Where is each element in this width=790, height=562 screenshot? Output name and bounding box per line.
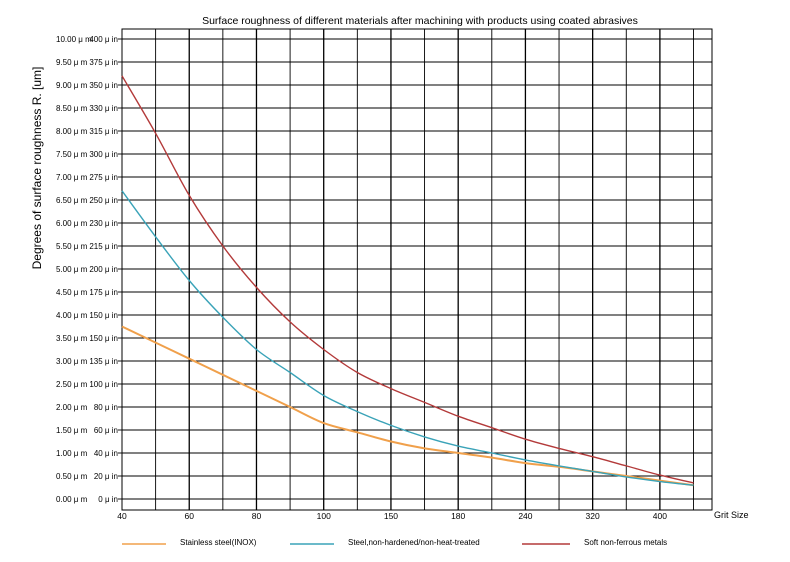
y-tick-label-um: 7.50 μ m bbox=[56, 150, 88, 159]
x-tick-label: 80 bbox=[252, 511, 262, 521]
y-tick-label-um: 1.00 μ m bbox=[56, 449, 88, 458]
y-tick-label-um: 2.00 μ m bbox=[56, 403, 88, 412]
y-tick-label-um: 9.50 μ m bbox=[56, 58, 88, 67]
y-tick-label-um: 8.50 μ m bbox=[56, 104, 88, 113]
y-tick-label-um: 2.50 μ m bbox=[56, 380, 88, 389]
y-tick-label-um: 0.50 μ m bbox=[56, 472, 88, 481]
legend-label: Stainless steel(INOX) bbox=[180, 538, 257, 547]
y-tick-label-uin: 400 μ in bbox=[89, 35, 118, 44]
y-tick-label-um: 6.50 μ m bbox=[56, 196, 88, 205]
y-tick-label-um: 4.00 μ m bbox=[56, 311, 88, 320]
y-tick-label-uin: 200 μ in bbox=[89, 265, 118, 274]
x-tick-labels: 40 60 80 100 150 180 240 320 400 bbox=[117, 511, 667, 521]
y-tick-label-uin: 275 μ in bbox=[89, 173, 118, 182]
legend-label: Steel,non-hardened/non-heat-treated bbox=[348, 538, 480, 547]
legend: Stainless steel(INOX) Steel,non-hardened/… bbox=[122, 538, 667, 547]
y-tick-label-um: 1.50 μ m bbox=[56, 426, 88, 435]
y-tick-label-um: 0.00 μ m bbox=[56, 495, 88, 504]
y-tick-label-um: 5.00 μ m bbox=[56, 265, 88, 274]
y-tick-label-uin: 150 μ in bbox=[89, 311, 118, 320]
y-tick-label-uin: 100 μ in bbox=[89, 380, 118, 389]
grid-lines bbox=[118, 28, 713, 511]
x-tick-label: 60 bbox=[185, 511, 195, 521]
y-tick-label-um: 5.50 μ m bbox=[56, 242, 88, 251]
series-line bbox=[121, 75, 694, 484]
y-tick-label-um: 9.00 μ m bbox=[56, 81, 88, 90]
y-tick-label-um: 3.00 μ m bbox=[56, 357, 88, 366]
series-line bbox=[121, 190, 694, 486]
plot-frame bbox=[121, 28, 713, 511]
x-tick-label: 180 bbox=[451, 511, 465, 521]
y-tick-label-uin: 60 μ in bbox=[94, 426, 118, 435]
y-tick-label-uin: 250 μ in bbox=[89, 196, 118, 205]
y-tick-label-uin: 215 μ in bbox=[89, 242, 118, 251]
y-tick-label-um: 4.50 μ m bbox=[56, 288, 88, 297]
y-tick-label-um: 10.00 μ m bbox=[56, 35, 92, 44]
chart-title: Surface roughness of different materials… bbox=[202, 15, 638, 27]
x-tick-label: 240 bbox=[518, 511, 532, 521]
y-tick-label-um: 8.00 μ m bbox=[56, 127, 88, 136]
x-tick-label: 150 bbox=[384, 511, 398, 521]
y-tick-label-uin: 80 μ in bbox=[94, 403, 118, 412]
x-tick-label: 320 bbox=[586, 511, 600, 521]
y-tick-label-um: 6.00 μ m bbox=[56, 219, 88, 228]
x-tick-label: 400 bbox=[653, 511, 667, 521]
y-tick-label-uin: 175 μ in bbox=[89, 288, 118, 297]
y-tick-label-uin: 20 μ in bbox=[94, 472, 118, 481]
y-tick-label-uin: 300 μ in bbox=[89, 150, 118, 159]
series-lines bbox=[121, 75, 694, 487]
x-axis-label: Grit Size bbox=[714, 510, 749, 520]
y-tick-label-uin: 330 μ in bbox=[89, 104, 118, 113]
y-tick-label-uin: 135 μ in bbox=[89, 357, 118, 366]
y-axis-label: Degrees of surface roughness R. [um] bbox=[30, 67, 44, 270]
y-tick-label-um: 7.00 μ m bbox=[56, 173, 88, 182]
legend-label: Soft non-ferrous metals bbox=[584, 538, 667, 547]
x-tick-label: 100 bbox=[317, 511, 331, 521]
y-tick-label-uin: 150 μ in bbox=[89, 334, 118, 343]
y-tick-label-uin: 0 μ in bbox=[98, 495, 118, 504]
y-tick-label-uin: 350 μ in bbox=[89, 81, 118, 90]
y-tick-label-uin: 375 μ in bbox=[89, 58, 118, 67]
y-tick-label-uin: 315 μ in bbox=[89, 127, 118, 136]
y-tick-label-uin: 230 μ in bbox=[89, 219, 118, 228]
y-tick-label-uin: 40 μ in bbox=[94, 449, 118, 458]
y-tick-labels: 0.00 μ m 0 μ in 0.50 μ m 20 μ in 1.00 μ m 40 … bbox=[56, 35, 118, 504]
y-tick-label-um: 3.50 μ m bbox=[56, 334, 88, 343]
x-tick-label: 40 bbox=[117, 511, 127, 521]
